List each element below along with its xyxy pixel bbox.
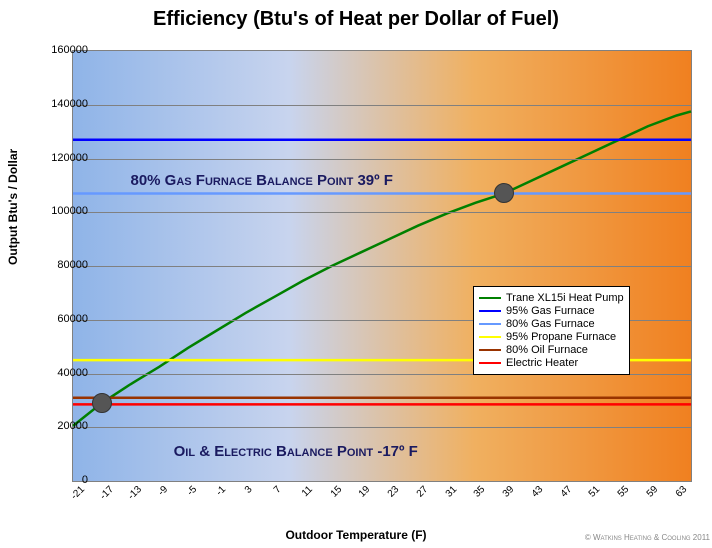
- x-tick-label: 39: [501, 484, 517, 500]
- legend-swatch: [479, 310, 501, 312]
- x-tick-label: 59: [645, 484, 661, 500]
- x-tick-label: 7: [272, 484, 284, 496]
- balance-point-marker: [92, 393, 112, 413]
- y-tick-label: 60000: [28, 313, 88, 325]
- plot-area: Trane XL15i Heat Pump95% Gas Furnace80% …: [72, 50, 692, 482]
- annotation-text: 80% Gas Furnace Balance Point 39º F: [130, 172, 392, 189]
- legend-item: Trane XL15i Heat Pump: [479, 292, 624, 304]
- gridline: [73, 159, 691, 160]
- chart-container: Efficiency (Btu's of Heat per Dollar of …: [0, 0, 712, 548]
- legend-swatch: [479, 336, 501, 338]
- x-tick-label: 47: [558, 484, 574, 500]
- legend-item: Electric Heater: [479, 357, 624, 369]
- legend-label: 80% Oil Furnace: [506, 344, 588, 356]
- balance-point-marker: [494, 183, 514, 203]
- legend-swatch: [479, 349, 501, 351]
- x-tick-label: 35: [472, 484, 488, 500]
- x-tick-label: -17: [98, 484, 116, 502]
- legend-box: Trane XL15i Heat Pump95% Gas Furnace80% …: [473, 286, 630, 375]
- y-tick-label: 140000: [28, 98, 88, 110]
- x-tick-label: -5: [185, 484, 199, 498]
- legend-swatch: [479, 297, 501, 299]
- x-tick-label: 31: [443, 484, 459, 500]
- x-tick-label: -1: [214, 484, 228, 498]
- chart-title: Efficiency (Btu's of Heat per Dollar of …: [0, 8, 712, 31]
- x-tick-label: -9: [156, 484, 170, 498]
- y-tick-label: 40000: [28, 367, 88, 379]
- y-tick-label: 160000: [28, 44, 88, 56]
- legend-item: 80% Oil Furnace: [479, 344, 624, 356]
- legend-item: 95% Propane Furnace: [479, 331, 624, 343]
- legend-label: 95% Propane Furnace: [506, 331, 616, 343]
- legend-label: 95% Gas Furnace: [506, 305, 595, 317]
- legend-swatch: [479, 323, 501, 325]
- gridline: [73, 105, 691, 106]
- legend-swatch: [479, 362, 501, 364]
- legend-label: 80% Gas Furnace: [506, 318, 595, 330]
- y-tick-label: 20000: [28, 420, 88, 432]
- gridline: [73, 212, 691, 213]
- x-tick-label: 23: [386, 484, 402, 500]
- legend-item: 80% Gas Furnace: [479, 318, 624, 330]
- x-tick-label: 51: [587, 484, 603, 500]
- y-tick-label: 100000: [28, 205, 88, 217]
- gridline: [73, 427, 691, 428]
- x-tick-label: 3: [243, 484, 255, 496]
- x-tick-label: 63: [673, 484, 689, 500]
- x-tick-label: 19: [357, 484, 373, 500]
- x-tick-label: -13: [126, 484, 144, 502]
- x-tick-label: 27: [415, 484, 431, 500]
- y-tick-label: 120000: [28, 152, 88, 164]
- x-tick-label: 55: [616, 484, 632, 500]
- y-tick-label: 80000: [28, 259, 88, 271]
- y-axis-label: Output Btu's / Dollar: [6, 149, 20, 265]
- x-tick-label: 43: [530, 484, 546, 500]
- x-tick-label: -21: [69, 484, 87, 502]
- annotation-text: Oil & Electric Balance Point -17º F: [174, 443, 418, 460]
- legend-label: Trane XL15i Heat Pump: [506, 292, 624, 304]
- x-tick-label: 15: [328, 484, 344, 500]
- legend-label: Electric Heater: [506, 357, 578, 369]
- x-tick-label: 11: [300, 484, 315, 499]
- gridline: [73, 266, 691, 267]
- copyright-text: © Watkins Heating & Cooling 2011: [585, 533, 710, 542]
- legend-item: 95% Gas Furnace: [479, 305, 624, 317]
